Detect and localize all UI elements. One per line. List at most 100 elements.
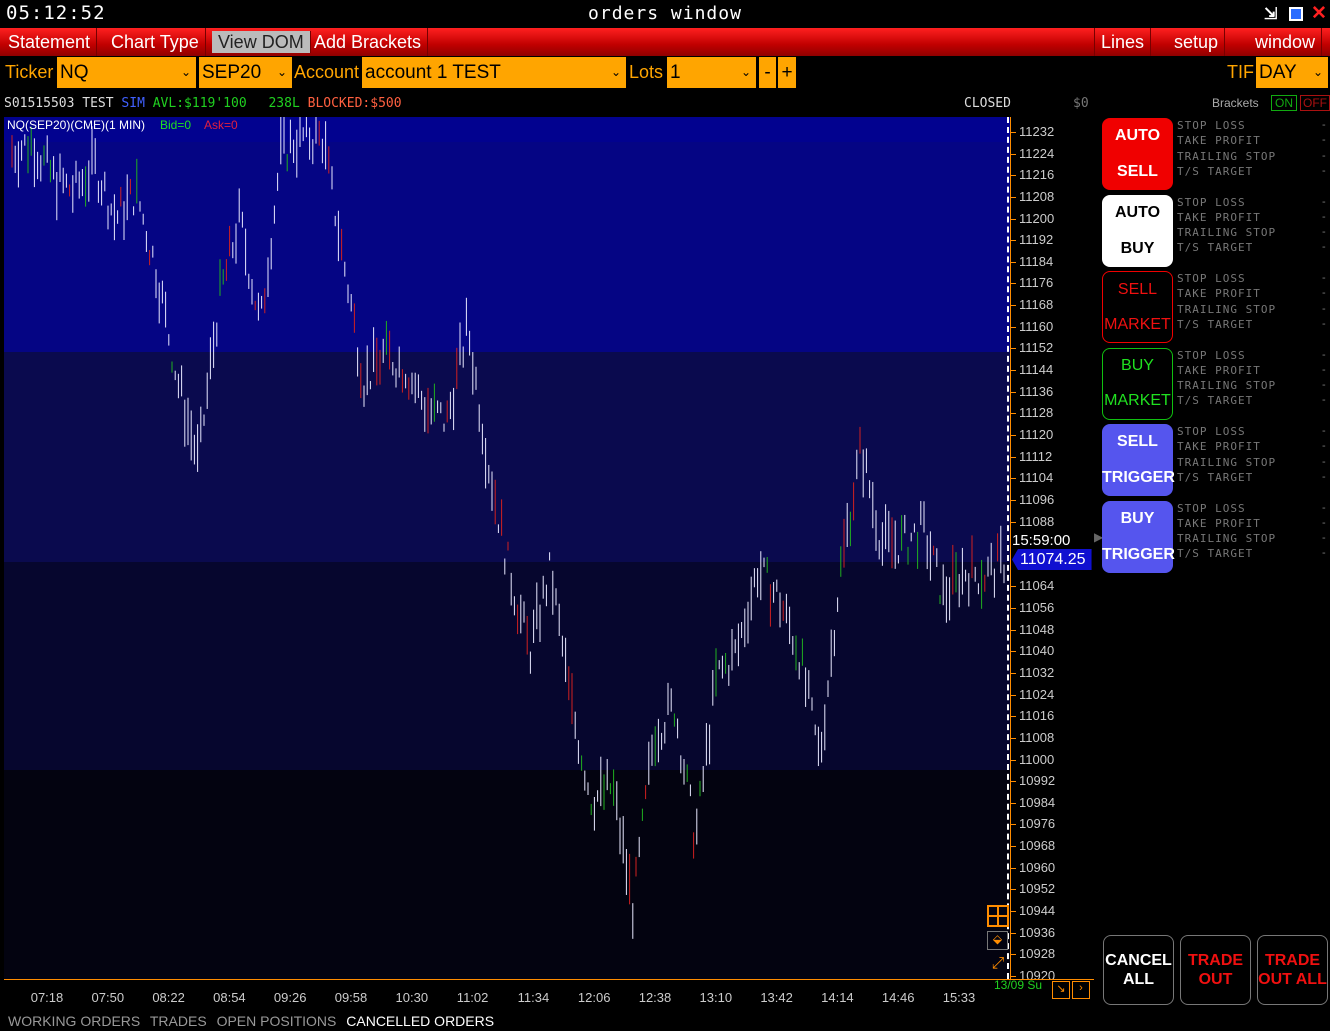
- contract-select[interactable]: SEP20 ⌄: [199, 57, 292, 88]
- bracket-field-value[interactable]: -: [1322, 119, 1326, 131]
- bracket-field-label[interactable]: TRAILING STOP: [1177, 455, 1277, 469]
- bracket-field-label[interactable]: STOP LOSS: [1177, 425, 1246, 438]
- menu-chart-type[interactable]: Chart Type: [105, 28, 206, 56]
- bracket-field-label[interactable]: TAKE PROFIT: [1177, 134, 1261, 148]
- bracket-field-value[interactable]: -: [1322, 302, 1326, 315]
- tab-open-positions[interactable]: OPEN POSITIONS: [216, 1013, 337, 1029]
- buy-market-button[interactable]: BUY MARKET: [1102, 347, 1173, 420]
- bracket-field-label[interactable]: T/S TARGET: [1177, 241, 1254, 255]
- chart-symbol: NQ(SEP20)(CME)(1 MIN): [7, 118, 146, 132]
- bracket-field-value[interactable]: -: [1322, 532, 1326, 545]
- bracket-field-label[interactable]: T/S TARGET: [1177, 164, 1254, 178]
- toolbar: Ticker NQ ⌄ SEP20 ⌄ Account account 1 TEST…: [0, 56, 1330, 90]
- minimize-icon[interactable]: ⇲: [1264, 6, 1278, 23]
- lots-select[interactable]: 1 ⌄: [667, 57, 756, 88]
- tab-trades[interactable]: TRADES: [149, 1013, 207, 1029]
- bracket-field-value[interactable]: -: [1322, 394, 1326, 407]
- cancel-all-button[interactable]: CANCEL ALL: [1103, 935, 1174, 1005]
- bracket-field-label[interactable]: TRAILING STOP: [1177, 379, 1277, 393]
- price-axis[interactable]: 11232 11224 11216 11208 11200 11192 11184 11176…: [1010, 117, 1094, 983]
- expand-icon[interactable]: ⤢: [991, 955, 1005, 972]
- price-tick: 11048: [1010, 621, 1055, 637]
- close-icon[interactable]: ✕: [1311, 3, 1327, 24]
- grid-icon[interactable]: [987, 905, 1009, 927]
- bracket-field-value[interactable]: -: [1322, 455, 1326, 468]
- bracket-field-value[interactable]: -: [1322, 164, 1326, 177]
- bracket-field-label[interactable]: TRAILING STOP: [1177, 149, 1277, 163]
- bracket-field-label[interactable]: TRAILING STOP: [1177, 302, 1277, 316]
- bracket-field-value[interactable]: -: [1322, 440, 1326, 453]
- menu-view-dom[interactable]: View DOM: [212, 31, 311, 53]
- bracket-field-value[interactable]: -: [1322, 470, 1326, 483]
- bracket-field-label[interactable]: TAKE PROFIT: [1177, 363, 1261, 377]
- bracket-field-value[interactable]: -: [1322, 379, 1326, 392]
- menu-statement[interactable]: Statement: [2, 28, 98, 56]
- bracket-field-value[interactable]: -: [1322, 210, 1326, 223]
- tab-cancelled-orders[interactable]: CANCELLED ORDERS: [346, 1013, 495, 1029]
- trade-out-all-button[interactable]: TRADE OUT ALL: [1257, 935, 1328, 1005]
- menu-lines[interactable]: Lines: [1094, 28, 1152, 56]
- buy-trigger-button[interactable]: BUY TRIGGER: [1102, 500, 1175, 573]
- bracket-field-value[interactable]: -: [1322, 226, 1326, 239]
- bracket-field-label[interactable]: TAKE PROFIT: [1177, 210, 1261, 224]
- bracket-field-label[interactable]: T/S TARGET: [1177, 317, 1254, 331]
- bracket-field-value[interactable]: -: [1322, 363, 1326, 376]
- price-tick: 11096: [1010, 491, 1055, 507]
- bracket-field-label[interactable]: STOP LOSS: [1177, 348, 1246, 362]
- bracket-field-label[interactable]: TRAILING STOP: [1177, 226, 1277, 240]
- lots-increment-button[interactable]: +: [778, 57, 796, 88]
- brackets-label: Brackets: [1212, 96, 1259, 110]
- brackets-off-toggle[interactable]: OFF: [1300, 95, 1330, 111]
- bracket-field-value[interactable]: -: [1322, 317, 1326, 330]
- bracket-field-value[interactable]: -: [1322, 272, 1326, 284]
- time-tick: 12:38: [638, 990, 672, 1005]
- tab-working-orders[interactable]: WORKING ORDERS: [8, 1013, 141, 1029]
- maximize-icon[interactable]: [1289, 7, 1303, 21]
- auto-buy-button[interactable]: AUTO BUY: [1102, 194, 1173, 267]
- tag-icon[interactable]: ⬙: [987, 931, 1008, 950]
- time-tick: 07:50: [91, 990, 125, 1005]
- menu-setup[interactable]: setup: [1168, 28, 1226, 56]
- bracket-field-value[interactable]: -: [1322, 516, 1326, 529]
- bracket-field-value[interactable]: -: [1322, 134, 1326, 147]
- time-tick: 09:26: [273, 990, 307, 1005]
- bracket-field-value[interactable]: -: [1322, 241, 1326, 254]
- sell-trigger-button[interactable]: SELL TRIGGER: [1102, 424, 1175, 496]
- scroll-end-icon[interactable]: ›: [1072, 981, 1090, 999]
- bracket-field-value[interactable]: -: [1322, 547, 1326, 560]
- account-select[interactable]: account 1 TEST ⌄: [362, 57, 626, 88]
- bracket-field-value[interactable]: -: [1322, 149, 1326, 162]
- bracket-field-label[interactable]: TAKE PROFIT: [1177, 516, 1261, 530]
- tif-select[interactable]: DAY ⌄: [1256, 57, 1328, 88]
- bracket-field-label[interactable]: STOP LOSS: [1177, 501, 1246, 515]
- bracket-field-label[interactable]: STOP LOSS: [1177, 195, 1246, 209]
- scroll-start-icon[interactable]: ↘: [1052, 981, 1070, 999]
- bracket-field-label[interactable]: T/S TARGET: [1177, 394, 1254, 408]
- bracket-field-label[interactable]: T/S TARGET: [1177, 547, 1254, 561]
- lots-decrement-button[interactable]: -: [759, 57, 776, 88]
- price-tick: 11160: [1010, 318, 1054, 334]
- sell-market-button[interactable]: SELL MARKET: [1102, 271, 1173, 343]
- axis-arrow-icon[interactable]: ▶: [1094, 530, 1104, 544]
- ticker-select[interactable]: NQ ⌄: [57, 57, 196, 88]
- bracket-field-label[interactable]: TRAILING STOP: [1177, 532, 1277, 546]
- bracket-field-label[interactable]: TAKE PROFIT: [1177, 440, 1261, 454]
- chevron-down-icon: ⌄: [610, 65, 621, 79]
- bracket-field-label[interactable]: STOP LOSS: [1177, 119, 1246, 132]
- brackets-on-toggle[interactable]: ON: [1271, 95, 1297, 111]
- auto-sell-button[interactable]: AUTO SELL: [1102, 118, 1173, 190]
- price-chart[interactable]: NQ(SEP20)(CME)(1 MIN) Bid=0 Ask=0 ⬙ ⤢: [4, 117, 1010, 979]
- bracket-field-value[interactable]: -: [1322, 501, 1326, 514]
- bracket-field-label[interactable]: T/S TARGET: [1177, 470, 1254, 484]
- price-tick: 11152: [1010, 340, 1054, 356]
- menu-window[interactable]: window: [1249, 28, 1323, 56]
- bracket-field-value[interactable]: -: [1322, 195, 1326, 208]
- bracket-field-value[interactable]: -: [1322, 425, 1326, 437]
- bracket-field-value[interactable]: -: [1322, 287, 1326, 300]
- bracket-field-label[interactable]: STOP LOSS: [1177, 272, 1246, 285]
- bracket-field-label[interactable]: TAKE PROFIT: [1177, 287, 1261, 301]
- bracket-field-value[interactable]: -: [1322, 348, 1326, 361]
- menu-add-brackets[interactable]: Add Brackets: [308, 28, 429, 56]
- trade-out-button[interactable]: TRADE OUT: [1180, 935, 1251, 1005]
- time-axis[interactable]: 07:18 07:50 08:22 08:54 09:26 09:58 10:30 11:02…: [4, 979, 1094, 1009]
